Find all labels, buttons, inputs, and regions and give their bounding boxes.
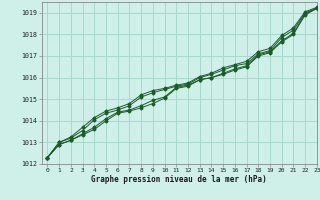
X-axis label: Graphe pression niveau de la mer (hPa): Graphe pression niveau de la mer (hPa) — [91, 175, 267, 184]
